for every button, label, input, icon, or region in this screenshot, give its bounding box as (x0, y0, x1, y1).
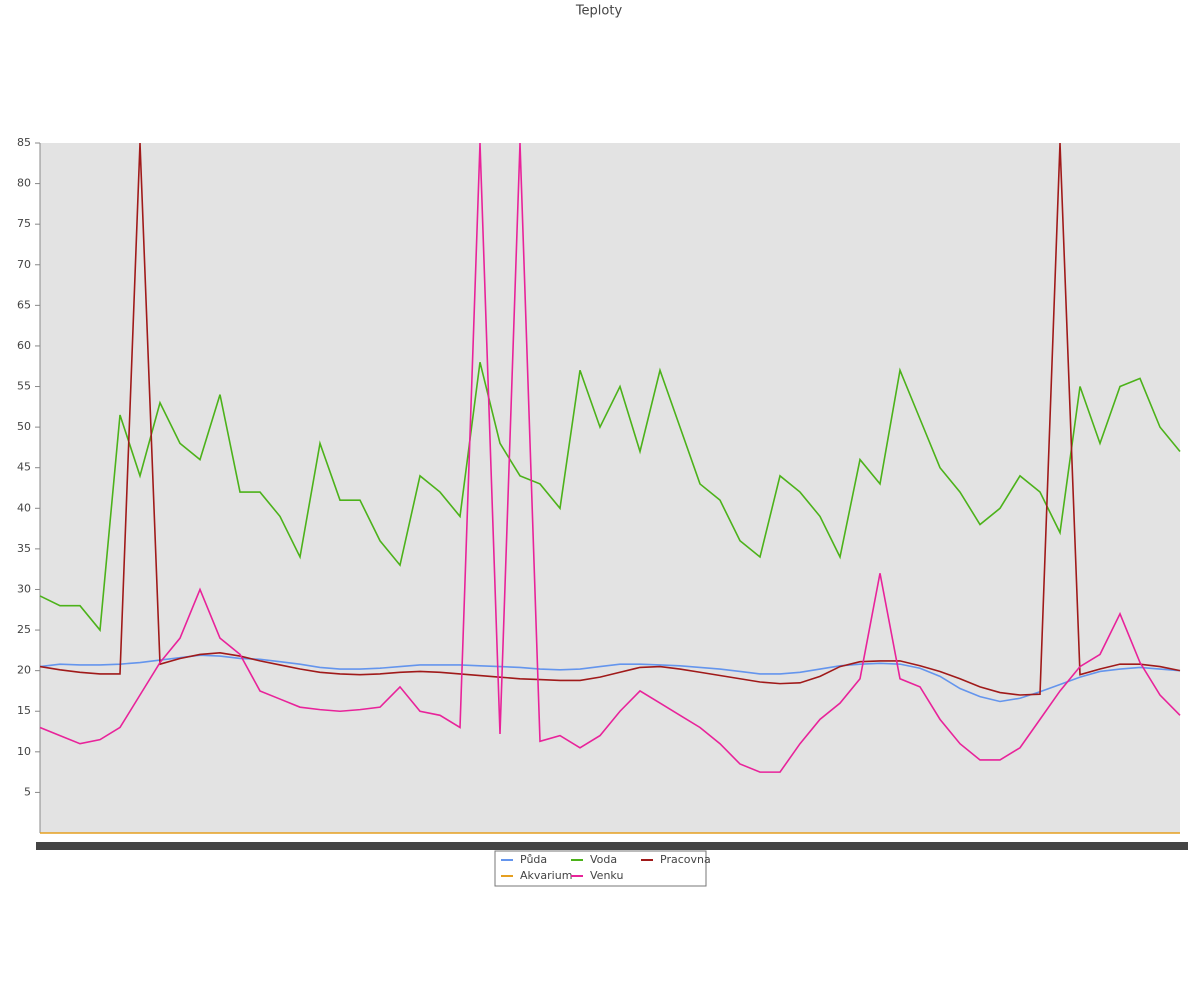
y-tick-label: 60 (17, 339, 31, 352)
y-tick-label: 30 (17, 582, 31, 595)
y-tick-label: 10 (17, 745, 31, 758)
y-tick-label: 80 (17, 177, 31, 190)
y-tick-label: 70 (17, 258, 31, 271)
series-line (39, 654, 1181, 703)
y-tick-label: 55 (17, 380, 31, 393)
plot-area (40, 143, 1180, 833)
y-tick-label: 35 (17, 542, 31, 555)
y-tick-label: 50 (17, 420, 31, 433)
legend-box (494, 850, 707, 887)
y-tick-label: 85 (17, 136, 31, 149)
y-tick-label: 25 (17, 623, 31, 636)
y-tick-label: 75 (17, 217, 31, 230)
y-tick-label: 5 (24, 785, 31, 798)
y-tick-label: 20 (17, 664, 31, 677)
x-axis-labels-band (36, 842, 1188, 850)
legend-label: Pracovna (660, 853, 711, 866)
y-tick-label: 40 (17, 501, 31, 514)
legend-label: Půda (520, 853, 547, 866)
series-line (39, 361, 1181, 633)
legend-label: Akvarium (520, 869, 572, 882)
y-tick-label: 15 (17, 704, 31, 717)
legend-label: Venku (590, 869, 623, 882)
series-line (39, 142, 1181, 696)
y-tick-label: 45 (17, 461, 31, 474)
series-line (39, 142, 1181, 773)
chart-title: Teploty (575, 4, 623, 19)
legend-label: Voda (590, 853, 617, 866)
y-tick-label: 65 (17, 298, 31, 311)
